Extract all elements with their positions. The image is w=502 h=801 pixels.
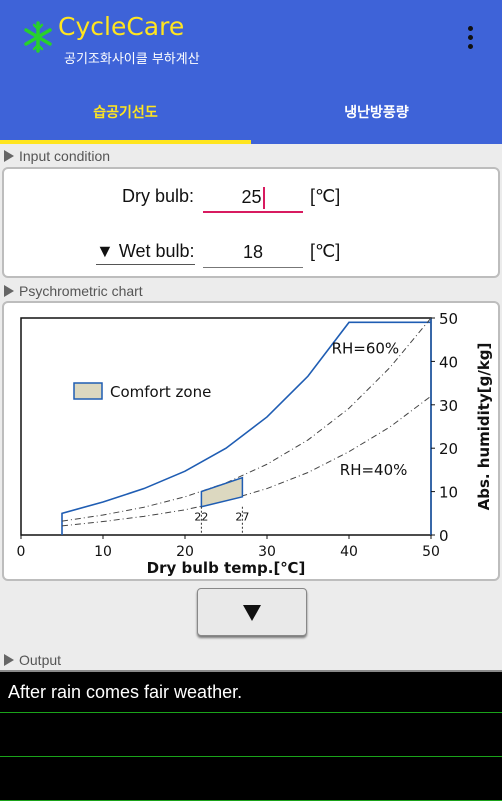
- series-line-0: [61, 321, 431, 535]
- expand-triangle-icon: [4, 150, 14, 162]
- text-cursor: [262, 187, 265, 210]
- output-section-title: Output: [19, 652, 62, 668]
- x-tick-label: 40: [340, 544, 358, 560]
- chart-annotation: 27: [235, 510, 249, 523]
- x-tick-label: 30: [258, 544, 276, 560]
- y-tick-label: 10: [439, 484, 458, 502]
- y-tick-label: 20: [439, 440, 458, 458]
- x-tick-label: 20: [176, 544, 194, 560]
- x-tick-label: 0: [17, 544, 26, 560]
- wet-bulb-input[interactable]: 18: [203, 236, 303, 268]
- down-arrow-icon: [243, 605, 261, 621]
- legend-label: Comfort zone: [110, 383, 211, 401]
- dry-bulb-value: 25: [241, 187, 262, 207]
- y-tick-label: 0: [439, 527, 449, 545]
- dry-bulb-input[interactable]: 25: [203, 181, 303, 213]
- legend-swatch: [73, 382, 103, 400]
- chart-section-header: Psychrometric chart: [0, 281, 502, 301]
- wet-bulb-unit: [℃]: [310, 241, 341, 261]
- y-axis-label: Abs. humidity[g/kg]: [475, 343, 493, 511]
- chart-annotation: RH=40%: [340, 461, 408, 479]
- series-line-2: [61, 395, 432, 527]
- dry-bulb-label: Dry bulb:: [122, 186, 195, 206]
- tab-airflow[interactable]: 냉난방풍량: [344, 105, 409, 121]
- chart-panel: 0 10 20 30 40 50 0 10 20 30 40 50 Dry bulb temp.[℃] A…: [2, 301, 500, 581]
- expand-triangle-icon: [4, 285, 14, 297]
- active-tab-indicator: [0, 140, 251, 144]
- chart-annotation: 22: [194, 510, 208, 523]
- output-console: After rain comes fair weather.: [0, 670, 502, 801]
- output-text: After rain comes fair weather.: [8, 682, 243, 702]
- snowflake-icon: [24, 21, 52, 53]
- y-tick-label: 40: [439, 353, 458, 371]
- app-subtitle: 공기조화사이클 부하계산: [64, 52, 200, 67]
- output-rule: [0, 756, 502, 757]
- input-section-header: Input condition: [0, 146, 502, 166]
- dry-bulb-unit: [℃]: [310, 186, 341, 206]
- output-section-header: Output: [0, 650, 502, 670]
- output-rule: [0, 712, 502, 713]
- tab-bar: 습공기선도 냉난방풍량: [0, 80, 502, 144]
- calculate-down-button[interactable]: [197, 588, 307, 636]
- app-bar: CycleCare 공기조화사이클 부하계산: [0, 0, 502, 80]
- chart-section-title: Psychrometric chart: [19, 283, 143, 299]
- y-tick-label: 30: [439, 397, 458, 415]
- x-axis-label: Dry bulb temp.[℃]: [147, 559, 306, 577]
- comfort-zone: [200, 476, 244, 508]
- input-panel: Dry bulb: 25 [℃] ▼ Wet bulb: 18 [℃]: [2, 167, 500, 278]
- overflow-menu-icon[interactable]: [460, 24, 480, 54]
- y-tick-label: 50: [439, 310, 458, 328]
- series-line-1: [61, 317, 432, 522]
- chart-annotation: RH=60%: [332, 339, 400, 357]
- wet-bulb-dropdown[interactable]: ▼ Wet bulb:: [96, 241, 195, 265]
- app-title: CycleCare: [58, 12, 185, 41]
- input-section-title: Input condition: [19, 148, 111, 164]
- tab-psychrometric[interactable]: 습공기선도: [93, 105, 158, 121]
- expand-triangle-icon: [4, 654, 14, 666]
- x-tick-label: 50: [422, 544, 440, 560]
- x-tick-label: 10: [94, 544, 112, 560]
